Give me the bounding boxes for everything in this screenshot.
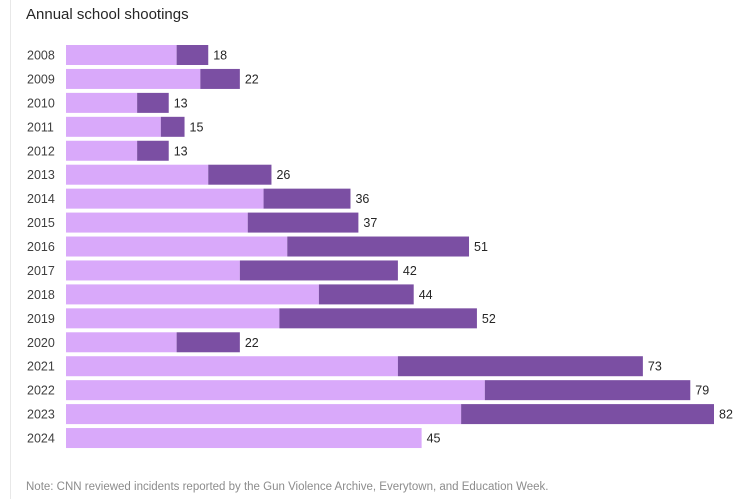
year-label: 2013 (27, 168, 55, 182)
year-label: 2012 (27, 144, 55, 158)
year-label: 2018 (27, 288, 55, 302)
year-label: 2014 (27, 192, 55, 206)
bar-segment-light (66, 284, 319, 305)
value-label: 13 (174, 144, 188, 158)
bar-segment-dark (484, 380, 691, 401)
bar-segment-light (66, 236, 288, 257)
bar-segment-light (66, 260, 240, 281)
year-label: 2020 (27, 336, 55, 350)
value-label: 36 (355, 192, 369, 206)
bar-segment-dark (239, 260, 398, 281)
bar-segment-light (66, 380, 485, 401)
bar-segment-dark (176, 332, 240, 353)
year-label: 2009 (27, 72, 55, 86)
bar-segment-dark (160, 116, 185, 137)
bar-segment-dark (287, 236, 470, 257)
bar-segment-light (66, 356, 398, 377)
value-label: 15 (190, 120, 204, 134)
bar-segment-dark (397, 356, 643, 377)
bar-segment-dark (176, 45, 209, 65)
value-label: 73 (648, 360, 662, 374)
year-label: 2021 (27, 360, 55, 374)
value-label: 22 (245, 72, 259, 86)
bar-segment-light (66, 404, 462, 425)
bar-segment-light (66, 92, 138, 113)
left-border (10, 0, 11, 499)
year-label: 2015 (27, 216, 55, 230)
value-label: 26 (276, 168, 290, 182)
bar-segment-dark (318, 284, 414, 305)
value-label: 22 (245, 336, 259, 350)
bar-segment-light (66, 188, 264, 209)
bar-segment-light (66, 308, 280, 329)
bar-segment-dark (208, 164, 272, 185)
chart-note: Note: CNN reviewed incidents reported by… (26, 481, 549, 493)
bar-segment-dark (263, 188, 351, 209)
year-label: 2011 (27, 120, 54, 134)
bar-segment-dark (200, 68, 240, 89)
year-label: 2017 (27, 264, 55, 278)
year-label: 2016 (27, 240, 55, 254)
year-label: 2023 (27, 408, 55, 422)
bar-segment-light (66, 45, 177, 65)
bar-segment-dark (247, 212, 359, 233)
bar-segment-dark (461, 404, 714, 425)
bar-segment-dark (279, 308, 477, 329)
value-label: 51 (474, 240, 488, 254)
bar-segment-dark (137, 140, 169, 161)
value-label: 82 (719, 408, 733, 422)
value-label: 79 (695, 384, 709, 398)
year-label: 2022 (27, 384, 55, 398)
year-label: 2024 (27, 432, 55, 446)
year-label: 2019 (27, 312, 55, 326)
value-label: 13 (174, 96, 188, 110)
bar-segment-light (66, 140, 138, 161)
value-label: 37 (363, 216, 377, 230)
value-label: 18 (213, 49, 227, 63)
bar-segment-light (66, 164, 209, 185)
bar-segment-light (66, 428, 422, 449)
bar-segment-light (66, 68, 201, 89)
bar-segment-dark (137, 92, 169, 113)
year-label: 2008 (27, 49, 55, 63)
bar-segment-light (66, 116, 161, 137)
value-label: 52 (482, 312, 496, 326)
chart-title: Annual school shootings (26, 6, 189, 23)
year-label: 2010 (27, 96, 55, 110)
bar-segment-light (66, 332, 177, 353)
value-label: 42 (403, 264, 417, 278)
value-label: 45 (427, 432, 441, 446)
value-label: 44 (419, 288, 433, 302)
bar-segment-light (66, 212, 248, 233)
